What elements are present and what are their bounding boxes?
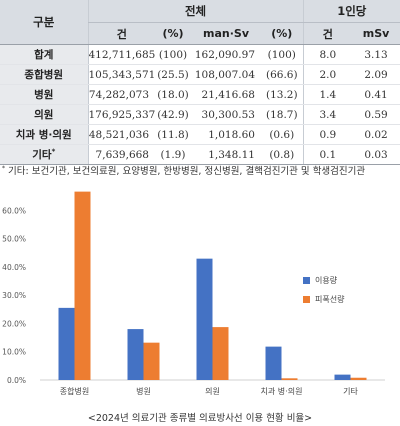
cell-pc-cases: 1.4 bbox=[302, 84, 353, 105]
subheader-pc-cases: 건 bbox=[302, 22, 353, 45]
cell-pc-cases: 2.0 bbox=[302, 64, 353, 85]
row-label: 치과 병·의원 bbox=[0, 124, 88, 145]
bar-dose bbox=[74, 191, 91, 380]
cell-pc-msv: 0.41 bbox=[352, 84, 400, 105]
cell-cases-pct: (25.5) bbox=[155, 64, 191, 85]
cell-pc-msv: 2.09 bbox=[352, 64, 400, 85]
cell-cases: 105,343,571 bbox=[87, 64, 155, 85]
cell-pc-msv: 3.13 bbox=[352, 44, 400, 65]
bar-usage bbox=[265, 346, 282, 380]
cell-dose-pct: (100) bbox=[261, 44, 304, 65]
header-category: 구분 bbox=[0, 0, 88, 45]
cell-dose: 1,018.60 bbox=[191, 124, 261, 145]
cell-pc-msv: 0.59 bbox=[352, 104, 400, 125]
chart-caption: <2024년 의료기관 종류별 의료방사선 이용 현황 비율> bbox=[87, 413, 313, 424]
row-label-text: 기타 bbox=[32, 149, 52, 161]
row-label: 합계 bbox=[0, 44, 88, 65]
cell-cases-pct: (11.8) bbox=[155, 124, 191, 145]
bar-dose bbox=[212, 327, 229, 380]
cell-cases-pct: (100) bbox=[155, 44, 191, 65]
cell-cases: 74,282,073 bbox=[87, 84, 155, 105]
cell-cases: 48,521,036 bbox=[87, 124, 155, 145]
bar-dose bbox=[143, 342, 160, 380]
legend-swatch bbox=[303, 277, 310, 284]
cell-pc-msv: 0.03 bbox=[352, 144, 400, 165]
y-tick-label: 50.0% bbox=[2, 235, 26, 244]
x-tick-label: 종합병원 bbox=[60, 387, 89, 396]
table-row: 의원 176,925,337 (42.9) 30,300.53 (18.7) 3… bbox=[0, 104, 400, 125]
cell-cases-pct: (42.9) bbox=[155, 104, 191, 125]
cell-dose: 30,300.53 bbox=[191, 104, 261, 125]
bar-usage bbox=[334, 374, 351, 380]
header-row-1: 구분 전체 1인당 bbox=[0, 0, 400, 45]
table-row: 병원 74,282,073 (18.0) 21,416.68 (13.2) 1.… bbox=[0, 84, 400, 105]
cell-dose-pct: (13.2) bbox=[261, 84, 304, 105]
footnote-mark: * bbox=[2, 164, 5, 172]
y-tick-label: 0.0% bbox=[7, 376, 26, 385]
stats-table: 구분 전체 1인당 건 (%) man·Sv (%) 건 mSv 합계 412,… bbox=[0, 0, 400, 165]
cell-dose: 162,090.97 bbox=[191, 44, 261, 65]
cell-dose-pct: (0.6) bbox=[261, 124, 304, 145]
x-tick-label: 병원 bbox=[136, 387, 151, 396]
cell-cases-pct: (1.9) bbox=[155, 144, 191, 165]
cell-pc-cases: 8.0 bbox=[302, 44, 353, 65]
y-tick-label: 10.0% bbox=[2, 348, 26, 357]
table-row: 치과 병·의원 48,521,036 (11.8) 1,018.60 (0.6)… bbox=[0, 124, 400, 145]
legend-label: 피폭선량 bbox=[315, 294, 345, 304]
y-tick-label: 40.0% bbox=[2, 263, 26, 272]
header-row-2: 건 (%) man·Sv (%) 건 mSv bbox=[0, 22, 400, 45]
header-per-capita: 1인당 bbox=[302, 0, 400, 23]
subheader-cases-pct: (%) bbox=[155, 22, 191, 45]
cell-pc-cases: 3.4 bbox=[302, 104, 353, 125]
table-row: 합계 412,711,685 (100) 162,090.97 (100) 8.… bbox=[0, 44, 400, 65]
legend-swatch bbox=[303, 296, 310, 303]
subheader-pc-msv: mSv bbox=[352, 22, 400, 45]
cell-pc-msv: 0.02 bbox=[352, 124, 400, 145]
cell-dose: 1,348.11 bbox=[191, 144, 261, 165]
y-tick-label: 20.0% bbox=[2, 319, 26, 328]
subheader-dose: man·Sv bbox=[191, 22, 261, 45]
y-tick-label: 30.0% bbox=[2, 291, 26, 300]
cell-cases: 7,639,668 bbox=[87, 144, 155, 165]
table-row: 기타* 7,639,668 (1.9) 1,348.11 (0.8) 0.1 0… bbox=[0, 144, 400, 165]
cell-pc-cases: 0.1 bbox=[302, 144, 353, 165]
subheader-cases: 건 bbox=[87, 22, 155, 45]
cell-cases: 176,925,337 bbox=[87, 104, 155, 125]
x-tick-label: 치과 병·의원 bbox=[261, 386, 303, 396]
x-tick-label: 기타 bbox=[343, 387, 358, 396]
cell-dose-pct: (66.6) bbox=[261, 64, 304, 85]
bar-chart: 0.0% 10.0% 20.0% 30.0% 40.0% 50.0% 60.0% 종합병원 병원… bbox=[2, 191, 385, 396]
header-total: 전체 bbox=[87, 0, 304, 23]
legend-label: 이용량 bbox=[315, 275, 338, 285]
bar-dose bbox=[281, 378, 298, 380]
row-label: 종합병원 bbox=[0, 64, 88, 85]
cell-pc-cases: 0.9 bbox=[302, 124, 353, 145]
row-label: 기타* bbox=[0, 144, 88, 165]
subheader-dose-pct: (%) bbox=[261, 22, 304, 45]
footnote-marker: * bbox=[51, 147, 56, 156]
bar-usage bbox=[127, 329, 144, 380]
cell-dose: 108,007.04 bbox=[191, 64, 261, 85]
bar-usage bbox=[58, 307, 75, 380]
cell-dose: 21,416.68 bbox=[191, 84, 261, 105]
cell-dose-pct: (0.8) bbox=[261, 144, 304, 165]
x-tick-label: 의원 bbox=[205, 386, 220, 396]
table-row: 종합병원 105,343,571 (25.5) 108,007.04 (66.6… bbox=[0, 64, 400, 85]
row-label: 병원 bbox=[0, 84, 88, 105]
footnote-text: 기타: 보건기관, 보건의료원, 요양병원, 한방병원, 정신병원, 결핵검진기… bbox=[8, 166, 366, 177]
row-label: 의원 bbox=[0, 104, 88, 125]
y-tick-label: 60.0% bbox=[2, 206, 26, 215]
bar-usage bbox=[196, 258, 213, 380]
cell-cases-pct: (18.0) bbox=[155, 84, 191, 105]
cell-dose-pct: (18.7) bbox=[261, 104, 304, 125]
bar-dose bbox=[350, 377, 367, 380]
table-footnote: * 기타: 보건기관, 보건의료원, 요양병원, 한방병원, 정신병원, 결핵검… bbox=[2, 163, 365, 177]
cell-cases: 412,711,685 bbox=[87, 44, 155, 65]
